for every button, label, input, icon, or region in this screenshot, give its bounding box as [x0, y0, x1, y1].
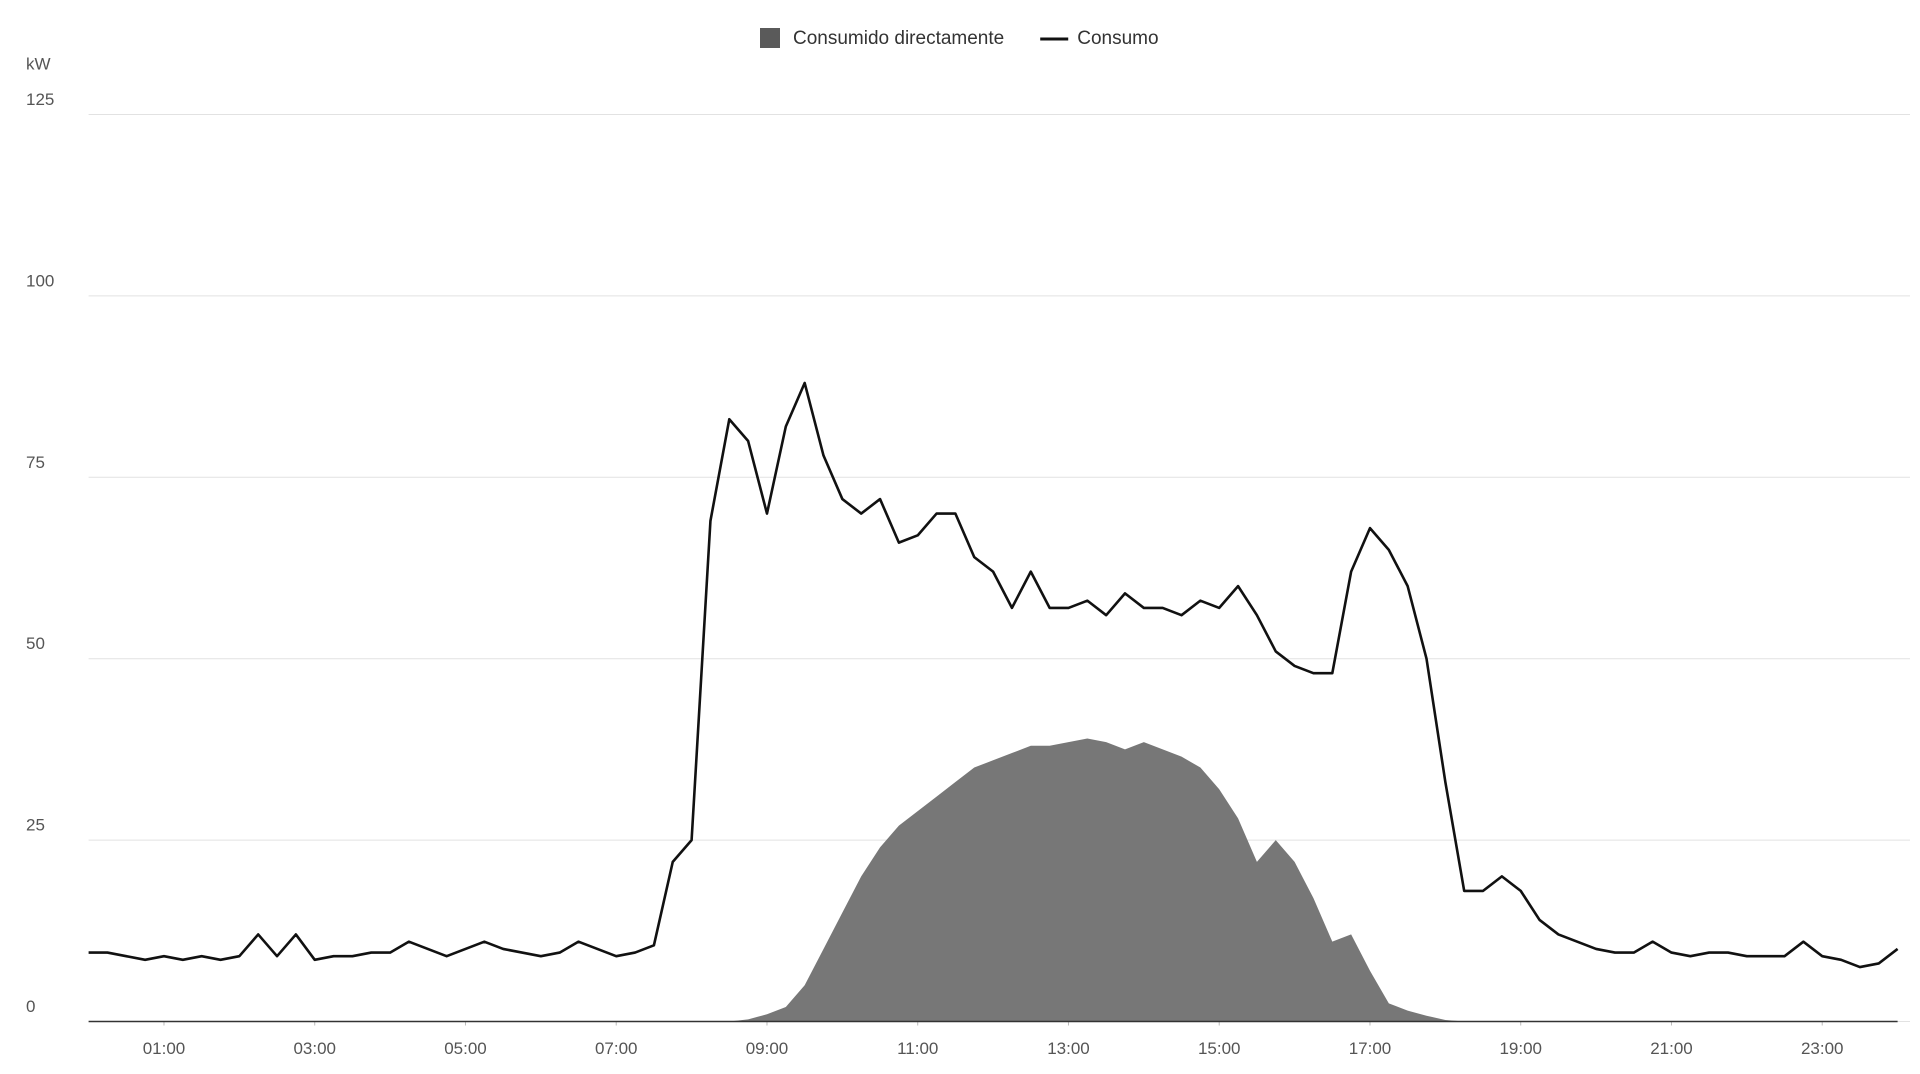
area [88, 738, 1898, 1022]
x-tick-label: 13:00 [1047, 1039, 1090, 1058]
legend-label: Consumido directamente [793, 28, 1004, 49]
y-tick-label: 125 [26, 90, 54, 109]
y-tick-label: 50 [26, 634, 45, 653]
x-tick-label: 05:00 [444, 1039, 487, 1058]
y-tick-label: 75 [26, 453, 45, 472]
x-tick-label: 07:00 [595, 1039, 638, 1058]
y-tick-label: 0 [26, 997, 35, 1016]
line [88, 381, 1899, 969]
y-axis-label: kW [26, 54, 51, 73]
y-tick-label: 100 [26, 271, 54, 290]
legend-label: Consumo [1077, 28, 1158, 49]
legend-swatch [760, 28, 780, 48]
x-tick-label: 09:00 [746, 1039, 789, 1058]
x-tick-label: 17:00 [1349, 1039, 1392, 1058]
x-tick-label: 15:00 [1198, 1039, 1241, 1058]
x-tick-label: 03:00 [293, 1039, 336, 1058]
x-tick-label: 01:00 [143, 1039, 186, 1058]
x-tick-label: 23:00 [1801, 1039, 1844, 1058]
y-tick-label: 25 [26, 816, 45, 835]
x-tick-label: 21:00 [1650, 1039, 1693, 1058]
x-tick-label: 11:00 [897, 1039, 938, 1058]
x-tick-label: 19:00 [1499, 1039, 1542, 1058]
